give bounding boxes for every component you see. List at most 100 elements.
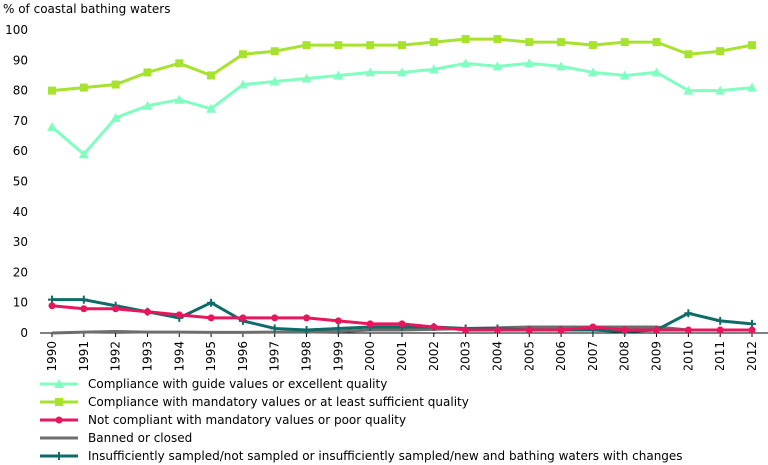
data-point (494, 326, 501, 333)
legend-swatch (40, 413, 78, 427)
series-line (52, 63, 752, 154)
y-tick-label: 40 (13, 205, 28, 219)
data-point (430, 323, 437, 330)
data-point (112, 81, 120, 89)
line-chart: % of coastal bathing waters 0 10 20 30 40 50 6… (0, 0, 768, 370)
x-tick-label: 2010 (681, 341, 695, 370)
legend-swatch (40, 395, 78, 409)
x-tick-label: 2007 (586, 341, 600, 370)
legend-swatch (40, 431, 78, 445)
data-point (525, 38, 533, 46)
data-point (749, 326, 756, 333)
data-point (430, 38, 438, 46)
x-tick-label: 1993 (140, 341, 154, 370)
data-point (399, 320, 406, 327)
y-tick-label: 60 (13, 144, 28, 158)
legend-item: Compliance with guide values or excellen… (40, 375, 760, 393)
data-point (80, 296, 88, 304)
data-point (558, 326, 565, 333)
y-tick-label: 30 (13, 235, 28, 249)
data-point (398, 41, 406, 49)
x-tick-label: 2009 (650, 341, 664, 370)
data-point (239, 50, 247, 58)
series-0 (47, 58, 757, 158)
y-tick-label: 80 (13, 84, 28, 98)
data-point (175, 59, 183, 67)
x-tick-label: 2006 (554, 341, 568, 370)
x-tick-label: 1990 (45, 341, 59, 370)
legend-item: Not compliant with mandatory values or p… (40, 411, 760, 429)
y-axis: 0 10 20 30 40 50 60 70 80 90 100 (5, 23, 28, 340)
data-point (80, 84, 88, 92)
x-tick-label: 1997 (268, 341, 282, 370)
data-point (685, 326, 692, 333)
data-point (653, 326, 660, 333)
legend-label: Compliance with guide values or excellen… (88, 377, 387, 391)
y-tick-label: 70 (13, 114, 28, 128)
x-tick-label: 1991 (77, 341, 91, 370)
x-tick-label: 2005 (522, 341, 536, 370)
series-group (47, 35, 757, 335)
x-axis: 1990 1991 1992 1993 1994 1995 1996 1997 1998 1999… (45, 333, 759, 370)
legend-item: Banned or closed (40, 429, 760, 447)
data-point (621, 326, 628, 333)
data-point (80, 305, 87, 312)
x-tick-label: 1994 (172, 341, 186, 370)
x-tick-label: 2011 (713, 341, 727, 370)
x-tick-label: 2001 (395, 341, 409, 370)
data-point (271, 47, 279, 55)
y-tick-label: 10 (13, 296, 28, 310)
x-tick-label: 2004 (490, 341, 504, 370)
data-point (47, 122, 57, 131)
data-point (717, 326, 724, 333)
data-point (589, 41, 597, 49)
y-axis-label: % of coastal bathing waters (3, 2, 170, 16)
data-point (239, 314, 246, 321)
x-tick-label: 1999 (331, 341, 345, 370)
legend-swatch (40, 377, 78, 391)
data-point (493, 35, 501, 43)
data-point (684, 50, 692, 58)
x-tick-label: 1992 (109, 341, 123, 370)
y-tick-label: 100 (5, 23, 28, 37)
data-point (271, 314, 278, 321)
data-point (334, 41, 342, 49)
x-tick-label: 1998 (300, 341, 314, 370)
data-point (208, 314, 215, 321)
x-tick-label: 1996 (236, 341, 250, 370)
y-tick-label: 0 (20, 326, 28, 340)
x-tick-label: 2002 (427, 341, 441, 370)
data-point (48, 87, 56, 95)
data-point (653, 38, 661, 46)
data-point (526, 326, 533, 333)
data-point (716, 47, 724, 55)
y-tick-label: 50 (13, 175, 28, 189)
legend-item: Compliance with mandatory values or at l… (40, 393, 760, 411)
data-point (621, 38, 629, 46)
legend-label: Banned or closed (88, 431, 192, 445)
data-point (716, 317, 724, 325)
legend-label: Compliance with mandatory values or at l… (88, 395, 469, 409)
legend: Compliance with guide values or excellen… (40, 375, 760, 465)
data-point (143, 68, 151, 76)
data-point (462, 35, 470, 43)
data-point (748, 41, 756, 49)
x-tick-label: 2008 (618, 341, 632, 370)
x-tick-label: 1995 (204, 341, 218, 370)
data-point (367, 320, 374, 327)
series-1 (48, 35, 756, 95)
data-point (303, 41, 311, 49)
x-tick-label: 2003 (459, 341, 473, 370)
data-point (557, 38, 565, 46)
legend-label: Not compliant with mandatory values or p… (88, 413, 406, 427)
x-tick-label: 2000 (363, 341, 377, 370)
data-point (335, 317, 342, 324)
data-point (303, 314, 310, 321)
data-point (589, 323, 596, 330)
data-point (176, 311, 183, 318)
x-tick-label: 2012 (745, 341, 759, 370)
y-tick-label: 90 (13, 53, 28, 67)
data-point (144, 308, 151, 315)
data-point (366, 41, 374, 49)
y-tick-label: 20 (13, 265, 28, 279)
